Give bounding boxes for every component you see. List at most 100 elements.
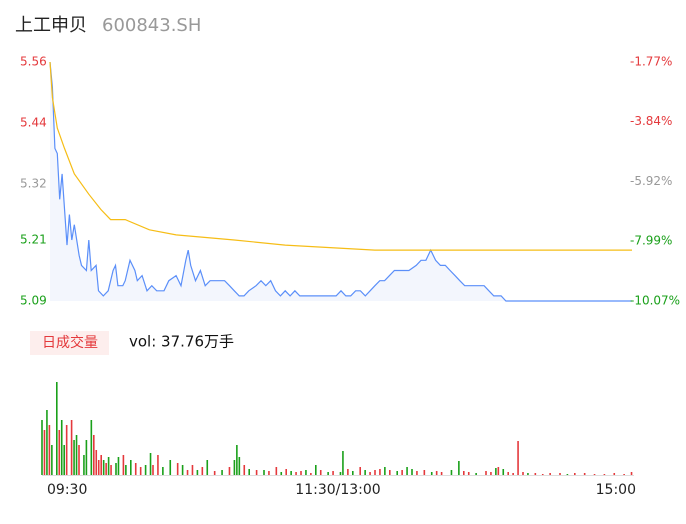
volume-bar [613,473,616,475]
volume-bar [574,473,576,475]
volume-bar [406,467,408,475]
volume-bar [430,472,433,475]
volume-bar [255,470,258,475]
volume-bar [191,465,194,475]
volume-bar [359,467,361,475]
volume-bar [527,473,529,475]
volume-bar [495,468,497,475]
volume-bar [48,425,51,475]
volume-bar [181,465,184,475]
volume-bar [517,441,519,475]
volume-bar [228,467,231,475]
stock-name: 上工申贝 [15,15,87,36]
volume-bar [305,470,307,475]
volume-bar [280,472,283,475]
volume-bar [105,463,107,475]
y-tick-label: 5.09 [20,294,47,308]
y2-tick-label: -3.84% [630,114,672,128]
volume-bar [342,451,344,475]
volume-bar [233,460,236,475]
volume-bar [327,472,329,475]
volume-bar [623,474,625,475]
volume-bar [467,472,470,475]
volume-bar [374,470,376,475]
volume-bar [157,455,159,475]
volume-bar [221,470,223,475]
volume-bar [263,470,265,475]
volume-bar [339,472,342,475]
volume-bar [458,461,460,475]
volume-bar [85,440,88,475]
volume-bar [285,469,287,475]
volume-bar [512,473,514,475]
volume-bar [125,465,127,475]
volume-bar [300,471,302,475]
y-tick-label: 5.21 [20,232,47,246]
volume-bar [332,471,334,475]
volume-bar [65,425,68,475]
volume-bar [58,430,61,475]
volume-bar [97,460,100,475]
x-tick-label: 09:30 [47,482,87,498]
stock-code: 600843.SH [102,15,201,36]
volume-bar [83,455,85,475]
volume-bar [401,470,403,475]
price-area [50,62,632,301]
x-tick-label: 15:00 [596,482,636,498]
volume-bar [502,469,505,475]
volume-bar [115,463,117,475]
average-line [49,61,632,251]
volume-bar [117,457,120,475]
volume-bar [319,470,322,475]
volume-bar [541,474,544,475]
y2-tick-label: -1.77% [630,55,672,69]
y-tick-label: 5.32 [20,177,47,191]
volume-bar [593,474,596,475]
volume-bar [485,471,487,475]
volume-bar [149,453,152,475]
y-tick-label: 5.44 [20,116,47,130]
volume-bar [201,467,204,475]
volume-bar [295,472,297,475]
volume-bar [411,469,413,475]
volume-bar [389,470,391,475]
volume-bar [95,450,98,475]
volume-bar [63,445,65,475]
volume-bar [78,445,80,475]
volume-bar [110,465,112,475]
volume-bar [275,467,278,475]
volume-bar [46,410,48,475]
volume-bar [243,465,246,475]
volume-bar [396,471,398,475]
volume-bar [122,455,125,475]
volume-bar [440,472,443,475]
y-tick-label: 5.56 [20,55,47,69]
volume-bar [490,472,492,475]
volume-bar [566,474,569,475]
volume-bar [70,420,73,475]
volume-bar [630,472,633,475]
y2-tick-label: -5.92% [630,174,672,188]
volume-bar [534,473,537,475]
volume-bar [176,463,179,475]
volume-bar [435,471,438,475]
volume-bar [144,465,147,475]
volume-bar [196,470,199,475]
y2-tick-label: -7.99% [630,234,672,248]
volume-bar [238,457,241,475]
volume-label-bg [30,331,109,355]
volume-bar [416,471,418,475]
volume-bar [41,420,43,475]
volume-bar [423,470,426,475]
volume-bar [162,467,164,475]
volume-bar [379,469,381,475]
volume-bar [347,469,349,475]
volume-bar [60,420,63,475]
volume-bar [384,467,386,475]
volume-bar [352,471,354,475]
volume-bar [522,472,524,475]
volume-bar [93,435,95,475]
volume-bar [290,471,292,475]
volume-bar [102,460,105,475]
volume-bar [583,473,586,475]
